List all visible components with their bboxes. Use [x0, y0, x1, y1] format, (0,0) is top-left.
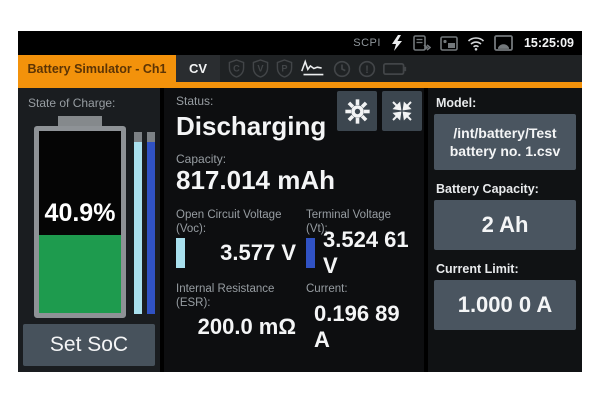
- current-label: Current:: [306, 282, 348, 295]
- voc-value-row: 3.577 V: [176, 236, 306, 270]
- tab-cv-mode[interactable]: CV: [176, 55, 220, 82]
- battery-capacity-button[interactable]: 2 Ah: [434, 200, 576, 250]
- current-value: 0.196 89 A: [314, 300, 400, 352]
- measurement-grid: Open Circuit Voltage (Voc): Terminal Vol…: [176, 204, 412, 352]
- capacity-value: 817.014 mAh: [176, 164, 335, 195]
- shield-p-icon: P: [276, 59, 293, 78]
- scpi-indicator: SCPI: [353, 37, 381, 49]
- status-bar: SCPI: [18, 31, 582, 55]
- tab-bar: Battery Simulator - Ch1 CV C V P: [18, 55, 582, 82]
- svg-text:V: V: [257, 63, 264, 73]
- screenshot-icon[interactable]: [440, 35, 458, 51]
- current-limit-button[interactable]: 1.000 0 A: [434, 280, 576, 330]
- vt-value-row: 3.524 61 V: [306, 227, 412, 278]
- clock-status-icon: [333, 60, 351, 78]
- battery-capacity-label: Battery Capacity:: [436, 182, 539, 196]
- current-value-row: 0.196 89 A: [306, 301, 412, 352]
- instrument-screen: SCPI: [18, 31, 582, 372]
- svg-text:C: C: [233, 63, 240, 73]
- battery-cap: [58, 116, 102, 127]
- accent-strip: [18, 82, 582, 88]
- shield-v-icon: V: [252, 59, 269, 78]
- state-of-charge-panel: State of Charge: 40.9% Set SoC: [18, 88, 160, 372]
- status-label: Status:: [176, 94, 214, 108]
- tab-battery-simulator-ch1[interactable]: Battery Simulator - Ch1: [18, 55, 176, 82]
- set-soc-button[interactable]: Set SoC: [23, 324, 155, 366]
- esr-label: Internal Resistance (ESR):: [176, 282, 275, 309]
- model-label: Model:: [436, 96, 477, 110]
- alert-icon: !: [358, 60, 376, 78]
- svg-text:P: P: [281, 63, 287, 73]
- voc-color-marker: [176, 237, 185, 268]
- voc-level-bar: [134, 132, 142, 314]
- soc-value: 40.9%: [44, 199, 116, 228]
- vt-value: 3.524 61 V: [323, 226, 409, 278]
- vt-color-marker: [306, 237, 315, 268]
- settings-button[interactable]: [337, 91, 377, 131]
- waveform-icon: [300, 59, 326, 78]
- status-value: Discharging: [176, 111, 327, 141]
- esr-marker-spacer: [176, 312, 185, 342]
- voc-value: 3.577 V: [220, 239, 296, 265]
- vt-label: Terminal Voltage (Vt):: [306, 208, 392, 235]
- vt-level-bar: [147, 132, 155, 314]
- wifi-icon[interactable]: [467, 36, 485, 51]
- battery-gauge: 40.9%: [34, 126, 126, 318]
- main-area: State of Charge: 40.9% Set SoC: [18, 88, 582, 372]
- channel-status-icons: C V P: [220, 55, 407, 82]
- clock-time: 15:25:09: [523, 36, 574, 50]
- battery-fill: [39, 234, 121, 313]
- model-panel: Model: /int/battery/Test battery no. 1.c…: [428, 88, 582, 372]
- model-file-button[interactable]: /int/battery/Test battery no. 1.csv: [434, 114, 576, 170]
- current-limit-label: Current Limit:: [436, 262, 519, 276]
- capacity-label: Capacity:: [176, 151, 227, 166]
- display-icon[interactable]: [494, 35, 513, 51]
- voc-label: Open Circuit Voltage (Voc):: [176, 208, 282, 235]
- gear-icon: [344, 98, 370, 124]
- esr-value: 200.0 mΩ: [197, 313, 296, 339]
- svg-text:!: !: [365, 64, 369, 76]
- collapse-arrows-icon: [392, 101, 412, 121]
- esr-value-row: 200.0 mΩ: [176, 310, 306, 344]
- shield-c-icon: C: [228, 59, 245, 78]
- status-panel: Status: Discharging Capacity: 817.014 mA…: [164, 88, 424, 372]
- collapse-view-button[interactable]: [382, 91, 422, 131]
- battery-status-icon: [383, 62, 407, 76]
- power-bolt-icon[interactable]: [390, 35, 404, 51]
- soc-label: State of Charge:: [28, 96, 116, 110]
- scpi-log-icon[interactable]: [413, 35, 431, 51]
